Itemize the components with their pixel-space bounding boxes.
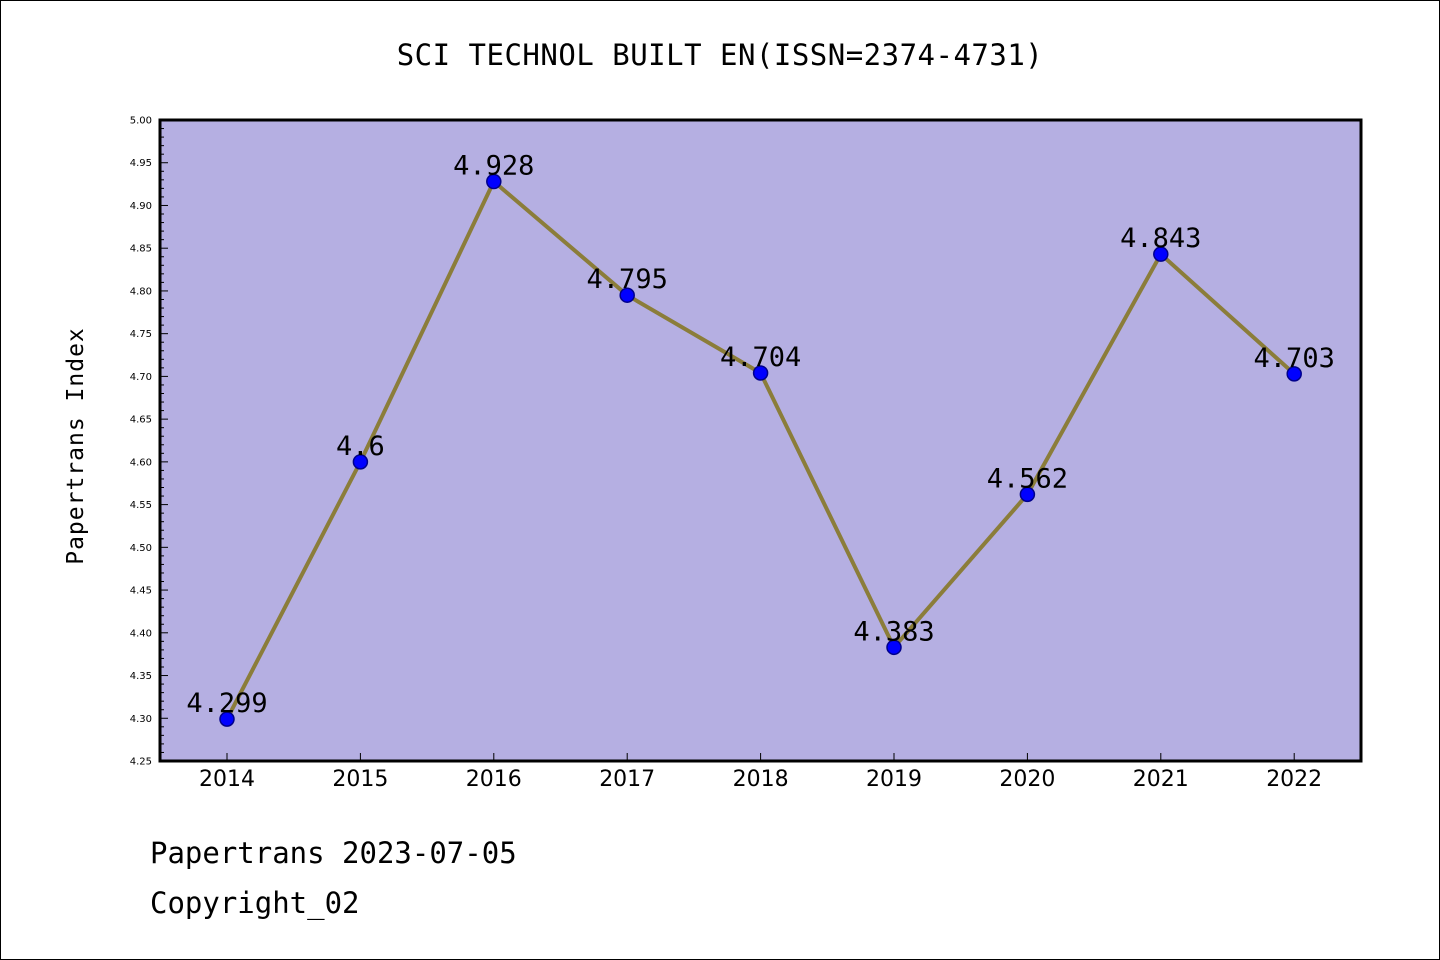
data-label: 4.383 <box>853 616 934 647</box>
series-markers <box>219 173 1302 727</box>
data-label: 4.704 <box>720 342 801 373</box>
x-tick-label: 2014 <box>199 767 255 792</box>
y-tick-label: 4.70 <box>130 372 152 383</box>
y-tick-label: 4.65 <box>130 415 152 426</box>
y-tick-label: 4.75 <box>130 329 152 340</box>
y-tick-label: 4.60 <box>130 457 152 468</box>
data-point-marker <box>352 454 369 470</box>
data-labels: 4.299 4.6 4.928 4.795 4.704 4.383 4.562 4.843 4.… <box>186 151 1334 720</box>
y-tick-label: 4.50 <box>130 543 152 554</box>
data-label: 4.795 <box>587 264 668 295</box>
x-tick-label: 2017 <box>599 767 655 792</box>
y-tick-label: 4.80 <box>130 286 152 297</box>
y-tick-label: 4.25 <box>130 757 152 768</box>
x-tick-label: 2022 <box>1266 767 1322 792</box>
plot-border <box>158 118 1363 763</box>
y-tick-label: 4.85 <box>130 244 152 255</box>
y-tick-label: 4.45 <box>130 586 152 597</box>
x-tick-label: 2015 <box>332 767 388 792</box>
y-tick-label: 4.90 <box>130 201 152 212</box>
x-tick-label: 2021 <box>1133 767 1189 792</box>
data-point-marker <box>1153 246 1169 262</box>
plot-area <box>160 120 1361 761</box>
x-tick-label: 2018 <box>733 767 789 792</box>
y-tick-label: 4.30 <box>130 714 152 725</box>
y-tick-label: 4.55 <box>130 500 152 511</box>
data-point-marker <box>1286 366 1302 382</box>
x-tick-label: 2020 <box>999 767 1055 792</box>
footer-copyright: Copyright_02 <box>150 886 360 920</box>
y-tick-label: 4.95 <box>130 158 152 169</box>
data-point-marker <box>219 711 235 727</box>
chart-title: SCI TECHNOL BUILT EN(ISSN=2374-4731) <box>396 38 1044 72</box>
data-point-marker <box>886 639 902 656</box>
y-tick-label: 5.00 <box>130 116 152 127</box>
x-tick-label: 2016 <box>466 767 522 792</box>
data-label: 4.703 <box>1254 343 1335 374</box>
data-point-marker <box>486 173 502 190</box>
data-label: 4.928 <box>453 151 534 182</box>
data-point-marker <box>619 287 635 303</box>
y-tick-label: 4.35 <box>130 671 152 682</box>
footer-date: Papertrans 2023-07-05 <box>150 836 517 870</box>
x-tick-label: 2019 <box>866 767 922 792</box>
data-label: 4.6 <box>336 431 385 462</box>
data-point-marker <box>752 365 769 381</box>
data-label: 4.299 <box>186 688 267 719</box>
data-label: 4.843 <box>1120 223 1201 254</box>
data-label: 4.562 <box>987 463 1068 494</box>
x-axis: 2014 2015 2016 2017 2018 2019 2020 2021 2022 <box>199 753 1322 792</box>
y-tick-label: 4.40 <box>130 628 152 639</box>
data-point-marker <box>1019 486 1036 503</box>
